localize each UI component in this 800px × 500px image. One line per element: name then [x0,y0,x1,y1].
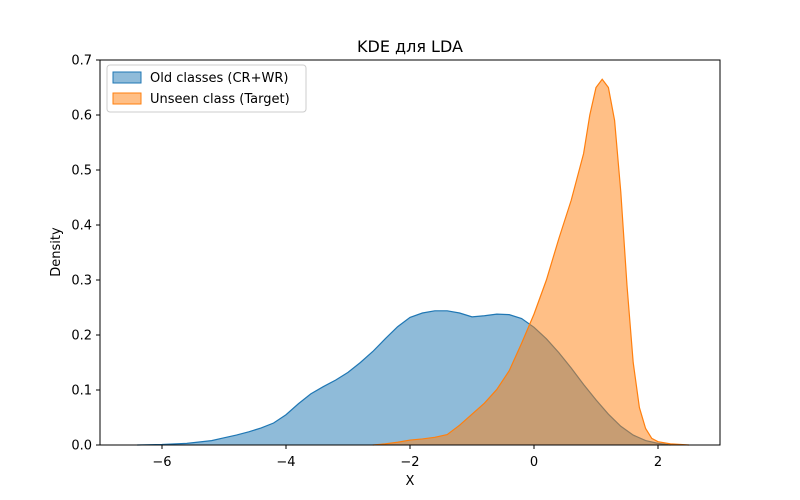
legend-swatch-old-classes [112,71,142,84]
x-axis: −6 −4 −2 0 2 [152,445,662,470]
y-axis-label: Density [49,227,64,277]
x-tick-label: −4 [276,455,295,470]
y-axis: 0.0 0.1 0.2 0.3 0.4 0.5 0.6 0.7 [71,54,100,454]
y-tick-label: 0.0 [71,439,92,454]
legend-label-old-classes: Old classes (CR+WR) [150,71,288,86]
y-tick-label: 0.7 [71,54,92,69]
legend-box [106,64,307,113]
legend: Old classes (CR+WR) Unseen class (Target… [106,64,307,113]
y-tick-label: 0.4 [71,219,92,234]
density-area-unseen-class [372,79,689,445]
y-tick-label: 0.2 [71,329,92,344]
x-tick-label: −2 [400,455,419,470]
density-line-unseen-class [372,78,690,446]
series-layer [137,78,690,446]
chart-title: KDE для LDA [357,37,463,56]
x-tick-label: 2 [654,455,662,470]
y-tick-label: 0.3 [71,274,92,289]
x-tick-label: −6 [152,455,171,470]
legend-label-unseen-class: Unseen class (Target) [150,92,290,107]
y-tick-label: 0.1 [71,384,92,399]
x-axis-label: X [406,474,415,489]
x-tick-label: 0 [530,455,538,470]
y-tick-label: 0.5 [71,164,92,179]
y-tick-label: 0.6 [71,109,92,124]
legend-swatch-unseen-class [112,92,142,105]
